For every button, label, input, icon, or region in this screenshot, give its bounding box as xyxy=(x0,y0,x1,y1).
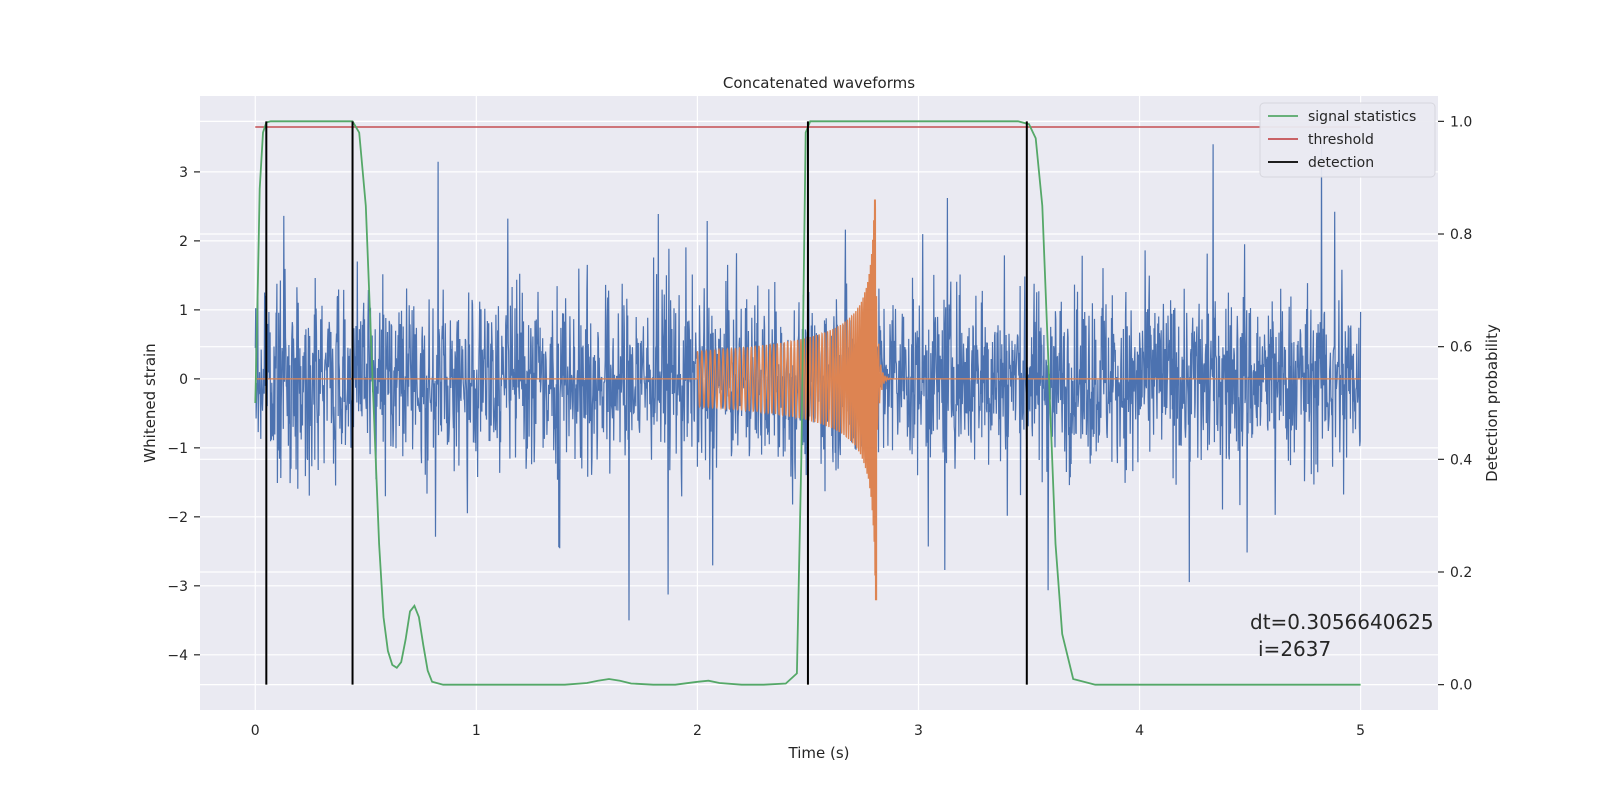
y-tick-label: 2 xyxy=(179,234,188,250)
y2-axis-label: Detection probability xyxy=(1483,324,1501,482)
y2-tick-label: 0.4 xyxy=(1450,452,1472,468)
y-tick-label: −3 xyxy=(167,579,188,595)
x-axis-ticks: 0 1 2 3 4 5 xyxy=(251,723,1365,739)
legend: signal statistics threshold detection xyxy=(1259,102,1436,178)
y-axis-ticks: −4 −3 −2 −1 0 1 2 3 xyxy=(167,165,200,664)
y2-tick-label: 0.6 xyxy=(1450,340,1472,356)
y-tick-label: 1 xyxy=(179,303,188,319)
chart-title: Concatenated waveforms xyxy=(723,74,915,92)
x-tick-label: 5 xyxy=(1356,723,1365,739)
y2-tick-label: 1.0 xyxy=(1450,114,1472,130)
x-tick-label: 0 xyxy=(251,723,260,739)
legend-label-detection: detection xyxy=(1308,155,1374,171)
annotation-dt: dt=0.3056640625 xyxy=(1250,610,1434,634)
legend-box xyxy=(1259,102,1436,178)
y-tick-label: −4 xyxy=(167,648,188,664)
y2-tick-label: 0.0 xyxy=(1450,678,1472,694)
injected-waveform-line xyxy=(255,199,1361,601)
y-tick-label: 3 xyxy=(179,165,188,181)
x-tick-label: 2 xyxy=(693,723,702,739)
y2-tick-label: 0.8 xyxy=(1450,227,1472,243)
detection-lines xyxy=(265,121,1028,685)
signal-statistics-line xyxy=(254,120,1361,686)
y-tick-label: 0 xyxy=(179,372,188,388)
y-tick-label: −1 xyxy=(167,441,188,457)
legend-label-threshold: threshold xyxy=(1308,132,1374,148)
x-tick-label: 3 xyxy=(914,723,923,739)
y-tick-label: −2 xyxy=(167,510,188,526)
y2-axis-ticks: 0.0 0.2 0.4 0.6 0.8 1.0 xyxy=(1438,114,1472,694)
y-axis-label: Whitened strain xyxy=(141,343,159,462)
y2-tick-label: 0.2 xyxy=(1450,565,1472,581)
x-tick-label: 4 xyxy=(1135,723,1144,739)
legend-label-signal-statistics: signal statistics xyxy=(1308,109,1416,125)
annotation-i: i=2637 xyxy=(1258,637,1331,661)
x-axis-label: Time (s) xyxy=(788,744,850,762)
x-tick-label: 1 xyxy=(472,723,481,739)
